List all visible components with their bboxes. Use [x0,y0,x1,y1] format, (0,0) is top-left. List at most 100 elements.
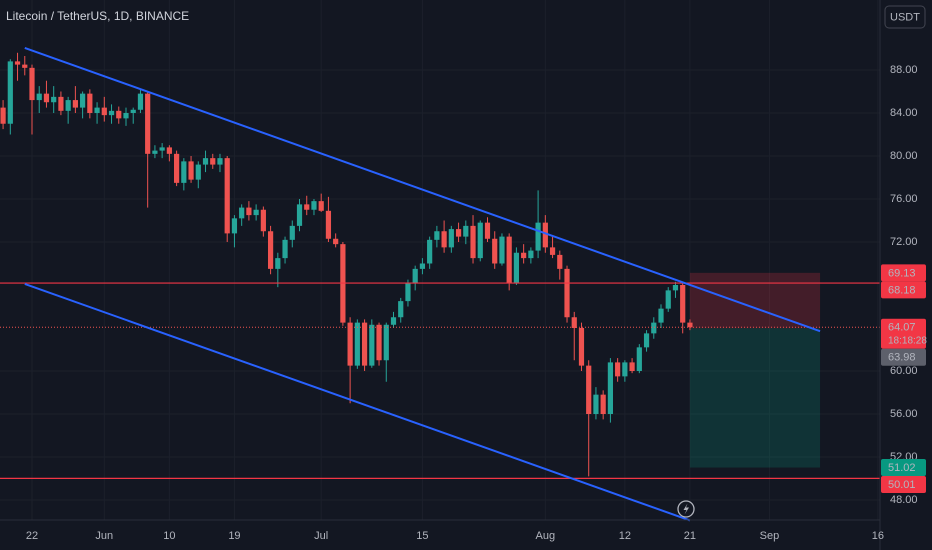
candle-body [571,317,577,328]
price-label: 69.13 [888,267,916,279]
candle-body [361,322,368,366]
alert-icon[interactable] [677,500,695,518]
candle-body [108,110,115,116]
y-tick-label: 80.00 [890,150,918,162]
candle-body [557,254,563,269]
candle-body [636,347,642,371]
currency-button-frame[interactable] [884,5,926,29]
trendline [24,282,691,522]
candle-body [282,239,288,259]
x-tick-label: Jun [95,530,113,542]
candle-body [87,93,93,113]
candle-body [318,201,324,211]
y-tick-label: 60.00 [890,365,918,377]
candle-body [217,158,223,165]
position-reward-zone [689,328,821,468]
candle-body [607,362,613,415]
candle-body [593,394,599,415]
candle-body [65,100,71,111]
price-label: 50.01 [888,479,916,491]
x-tick-label: 10 [163,530,175,542]
price-label: 68.18 [888,284,916,296]
y-tick-label: 84.00 [890,107,918,119]
candle-body [383,324,389,361]
candle-body [159,147,165,151]
candle-body [123,112,129,119]
x-tick-label: Aug [536,530,556,542]
candle-body [600,394,606,415]
candle-body [506,236,512,283]
candles [0,52,693,477]
candle-body [629,362,635,371]
candle-body [535,222,541,251]
candle-body [72,100,78,108]
candle-body [672,284,679,291]
candle-body [210,158,216,165]
candle-body [296,204,303,226]
candle-body [181,161,187,183]
candle-body [145,93,151,154]
candle-body [231,218,238,234]
candle-body [643,333,650,348]
currency-button[interactable]: USDT [884,5,926,29]
candle-body [51,96,57,103]
candle-body [311,201,317,210]
price-label: 51.02 [888,462,916,474]
candle-body [101,107,107,116]
x-tick-label: 21 [684,530,696,542]
candle-body [687,322,693,328]
price-label-bg [881,476,926,494]
candle-body [43,93,50,103]
y-tick-label: 56.00 [890,408,918,420]
candle-body [130,109,136,113]
candle-body [333,238,339,245]
x-tick-label: Jul [314,530,328,542]
candle-body [289,225,295,240]
candle-body [665,290,671,309]
axes: 48.0052.0056.0060.0072.0076.0080.0084.00… [26,64,918,542]
candle-body [304,204,310,210]
chart-title: Litecoin / TetherUS, 1D, BINANCE [6,9,189,23]
candle-body [152,150,158,154]
candle-body [376,324,382,361]
price-label: 63.98 [888,352,916,364]
candle-body [354,322,360,366]
x-tick-label: Sep [760,530,780,542]
candle-body [239,207,245,219]
candle-body [166,147,172,154]
y-tick-label: 72.00 [890,236,918,248]
candle-body [484,222,491,239]
candle-body [622,362,628,377]
alert-icon-bolt[interactable] [683,503,690,515]
candle-body [412,268,418,283]
countdown-label: 18:18:28 [888,335,927,346]
candle-body [137,93,144,110]
candle-body [499,236,505,264]
price-label: 64.07 [888,322,916,334]
candle-body [94,107,100,113]
candle-body [253,209,259,216]
price-label-bg [881,459,926,477]
candle-body [22,64,28,68]
candle-body [419,263,426,269]
candle-body [528,250,534,259]
y-tick-label: 76.00 [890,193,918,205]
candle-body [369,324,375,366]
candle-body [116,110,122,119]
candle-body [14,61,21,65]
candle-body [224,158,230,234]
candle-body [549,247,556,255]
currency-label[interactable]: USDT [890,11,920,23]
candle-body [434,231,440,240]
x-tick-label: 16 [872,530,884,542]
candle-body [80,93,86,108]
x-tick-label: 12 [619,530,631,542]
candle-body [463,225,469,237]
candle-body [492,238,498,264]
candle-body [680,284,686,323]
price-label-bg [881,264,926,282]
candle-body [477,222,483,259]
